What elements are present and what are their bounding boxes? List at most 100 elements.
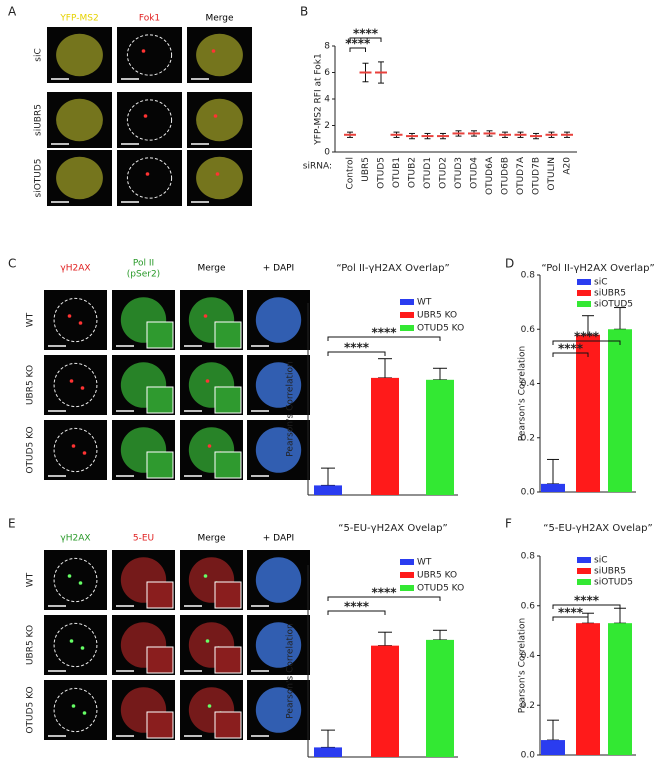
bar: [576, 623, 600, 755]
focus: [69, 379, 74, 383]
legend-swatch: [400, 299, 414, 305]
significance-label: ****: [574, 330, 600, 344]
y-tick-label: 0.6: [521, 601, 536, 611]
bar: [541, 483, 565, 492]
significance-bracket: [552, 352, 589, 357]
inset: [214, 451, 242, 479]
nucleus: [255, 557, 302, 603]
focus: [69, 639, 74, 643]
panel-label: E: [8, 517, 16, 531]
row-label: OTUD5 KO: [26, 686, 36, 733]
y-tick-label: 0.0: [521, 488, 536, 498]
significance-bracket: [327, 336, 441, 341]
y-tick-label: 4: [324, 95, 330, 105]
significance-label: ****: [353, 27, 379, 41]
y-tick-label: 0.6: [521, 325, 536, 335]
nucleus-outline: [126, 34, 173, 76]
nucleus-outline: [53, 297, 98, 343]
nucleus: [56, 98, 103, 142]
focus: [203, 314, 208, 318]
bar: [426, 639, 454, 757]
nucleus: [255, 622, 302, 668]
legend-swatch: [400, 559, 414, 565]
micrograph: [117, 150, 182, 206]
legend-swatch: [400, 312, 414, 318]
column-header: YFP-MS2: [59, 14, 98, 24]
legend-label: siOTUD5: [594, 300, 633, 310]
significance-bracket: [327, 610, 386, 615]
significance-label: ****: [344, 600, 370, 614]
micrograph: [44, 290, 107, 350]
bar: [608, 329, 632, 492]
significance-bracket: [552, 616, 589, 621]
y-tick-label: 0.2: [521, 433, 535, 443]
y-tick-label: 0.0: [521, 751, 536, 761]
inset: [214, 711, 242, 739]
legend-label: UBR5 KO: [417, 571, 457, 581]
inset: [146, 386, 174, 414]
focus: [71, 444, 76, 448]
legend-swatch: [577, 290, 591, 296]
nucleus: [56, 156, 103, 200]
significance-label: ****: [371, 586, 397, 600]
focus: [203, 574, 208, 578]
significance-label: ****: [371, 326, 397, 340]
nucleus: [255, 297, 302, 343]
row-label: siUBR5: [34, 104, 44, 136]
focus: [207, 704, 212, 708]
inset: [146, 321, 174, 349]
micrograph: [44, 615, 107, 675]
legend-swatch: [577, 301, 591, 307]
focus: [80, 386, 85, 390]
legend-label: siUBR5: [594, 289, 626, 299]
x-tick-label: OTULIN: [547, 157, 557, 191]
y-tick-label: 8: [324, 42, 330, 52]
focus: [205, 639, 210, 643]
focus: [71, 704, 76, 708]
panel-label: A: [8, 5, 17, 19]
significance-bracket: [327, 351, 386, 356]
focus: [207, 444, 212, 448]
chart-title: “5-EU-γH2AX Ovelap”: [338, 523, 447, 534]
focus: [205, 379, 210, 383]
focus: [141, 49, 146, 53]
row-label: UBR5 KO: [26, 365, 36, 405]
significance-bracket: [327, 596, 441, 601]
column-header: (pSer2): [127, 270, 160, 280]
focus: [82, 711, 87, 715]
column-header: Pol II: [133, 259, 154, 269]
inset: [214, 321, 242, 349]
nucleus-outline: [53, 687, 98, 733]
y-tick-label: 0.4: [521, 379, 536, 389]
inset: [146, 711, 174, 739]
inset: [146, 581, 174, 609]
legend-label: OTUD5 KO: [417, 584, 464, 594]
significance-bracket: [349, 37, 382, 42]
legend-swatch: [577, 579, 591, 585]
micrograph: [117, 27, 182, 83]
bar: [371, 645, 399, 757]
row-label: WT: [26, 572, 36, 587]
x-prefix-label: siRNA:: [303, 162, 332, 172]
y-axis-label: Pearson's Correlation: [518, 618, 528, 713]
legend-label: UBR5 KO: [417, 311, 457, 321]
x-tick-label: OTUD1: [423, 157, 433, 189]
focus: [211, 49, 216, 53]
nucleus: [196, 98, 243, 142]
y-tick-label: 0.8: [521, 271, 536, 281]
legend-label: siOTUD5: [594, 578, 633, 588]
y-axis-label: Pearson's Correlation: [518, 346, 528, 441]
nucleus-outline: [53, 622, 98, 668]
inset: [214, 581, 242, 609]
y-tick-label: 2: [324, 121, 330, 131]
y-axis-label: YFP-MS2 RFI at Fok1: [314, 53, 324, 145]
focus: [67, 574, 72, 578]
panel-label: C: [8, 257, 16, 271]
micrograph: [44, 355, 107, 415]
row-label: siC: [34, 48, 44, 61]
focus: [143, 114, 148, 118]
panel-label: B: [300, 5, 308, 19]
row-label: OTUD5 KO: [26, 426, 36, 473]
panel-label: F: [505, 517, 512, 531]
